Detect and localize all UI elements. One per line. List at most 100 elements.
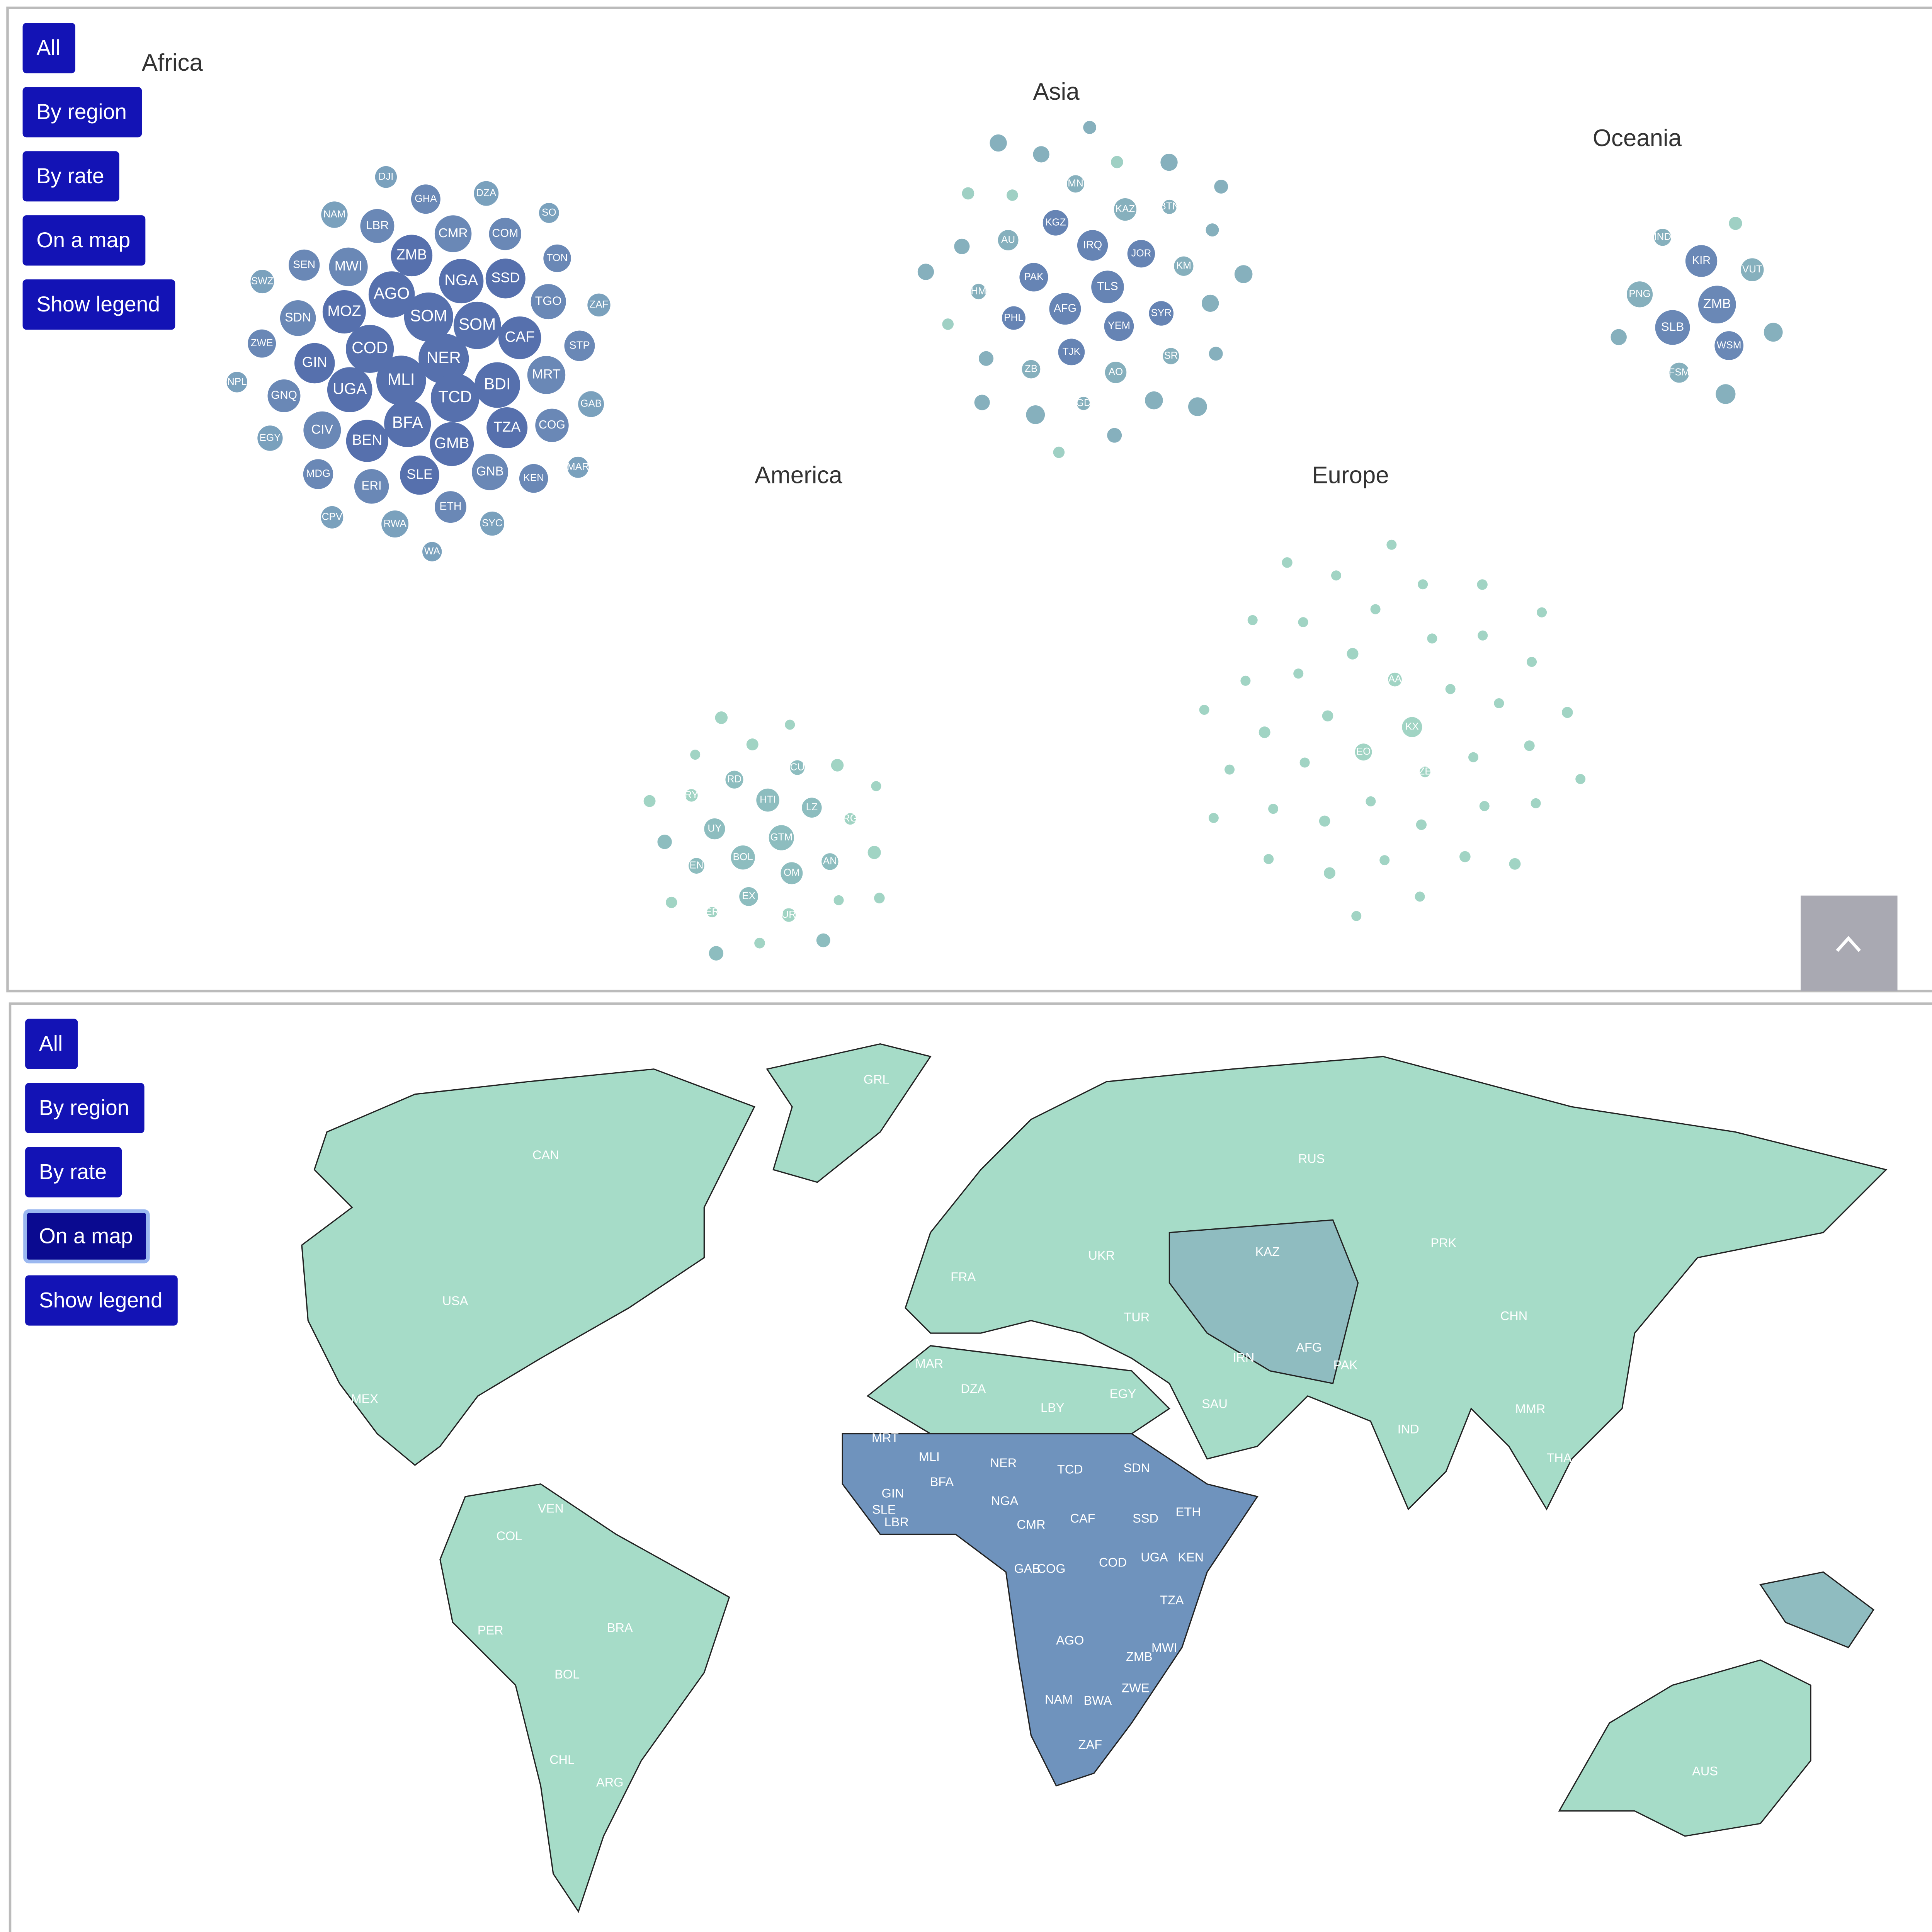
country-bubble <box>391 235 433 277</box>
chevron-icon <box>1836 936 1861 952</box>
country-bubble <box>643 795 656 807</box>
bubble-label: KEN <box>523 472 544 483</box>
country-bubble <box>1347 648 1359 660</box>
country-label: COL <box>497 1529 522 1543</box>
button-label[interactable]: By rate <box>36 164 104 188</box>
country-label: KAZ <box>1255 1245 1280 1259</box>
country-bubble <box>472 454 509 490</box>
bubble-label: CIV <box>311 422 333 437</box>
button[interactable] <box>25 1147 122 1197</box>
bubble-label: PAK <box>1024 270 1044 282</box>
country-bubble <box>754 937 765 949</box>
country-bubble <box>321 506 344 529</box>
bubble-label: AO <box>1109 366 1123 378</box>
country-bubble <box>294 343 335 384</box>
bubble-label: LBR <box>366 218 389 232</box>
button[interactable] <box>22 215 146 266</box>
country-bubble <box>1379 855 1390 866</box>
country-bubble <box>1214 179 1228 194</box>
button[interactable] <box>25 1019 78 1069</box>
country-bubble <box>1537 607 1547 617</box>
bubble-label: KX <box>1405 721 1419 732</box>
country-bubble <box>489 218 522 250</box>
country-bubble <box>248 329 276 358</box>
region-label: Asia <box>1033 78 1080 105</box>
bubble-label: SR <box>1164 349 1178 361</box>
country-bubble <box>439 259 484 304</box>
country-bubble <box>1319 815 1330 827</box>
bubble-label: SLE <box>406 466 432 482</box>
button[interactable] <box>25 1083 145 1133</box>
greenland <box>766 1043 932 1183</box>
bubble-label: YEM <box>1108 320 1130 331</box>
country-bubble <box>1527 656 1537 667</box>
bubble-label: SWZ <box>251 275 274 287</box>
region-label: Europe <box>1312 462 1389 488</box>
button[interactable] <box>25 1275 178 1326</box>
country-bubble <box>831 759 844 772</box>
country-label: PRK <box>1430 1236 1456 1250</box>
country-label: COG <box>1037 1562 1065 1576</box>
button-label[interactable]: By region <box>39 1096 129 1120</box>
country-label: VEN <box>538 1501 564 1515</box>
country-label: AUS <box>1692 1764 1718 1778</box>
bubble-label: FSM <box>1668 366 1690 378</box>
country-label: SSD <box>1133 1511 1158 1525</box>
bubble-label: HM <box>971 285 986 296</box>
button-label[interactable]: Show legend <box>39 1288 163 1312</box>
button[interactable] <box>23 1209 150 1264</box>
country-bubble <box>998 230 1019 250</box>
bubble-label: TJK <box>1063 345 1081 357</box>
button[interactable] <box>22 151 119 202</box>
button-label[interactable]: All <box>39 1032 63 1056</box>
country-bubble <box>962 187 975 200</box>
country-bubble <box>400 455 439 495</box>
country-bubble <box>666 896 677 908</box>
country-label: AFG <box>1296 1340 1322 1354</box>
button-label[interactable]: All <box>36 36 60 60</box>
bubble-label: NAM <box>323 208 345 219</box>
eurasia <box>905 1056 1888 1511</box>
country-bubble <box>321 201 348 228</box>
button-label[interactable]: Show legend <box>36 292 160 316</box>
bubble-label: TCD <box>438 388 472 406</box>
country-bubble <box>1611 329 1627 345</box>
bubble-label: EX <box>742 890 755 901</box>
scroll-top-button[interactable] <box>1801 895 1898 992</box>
country-bubble <box>1114 198 1137 221</box>
button[interactable] <box>22 87 142 138</box>
button[interactable] <box>22 279 175 330</box>
country-label: CAN <box>532 1148 559 1162</box>
country-bubble <box>1033 146 1049 163</box>
country-label: FRA <box>951 1270 976 1284</box>
country-bubble <box>288 249 320 281</box>
bubble-label: MLI <box>388 370 415 388</box>
country-label: MEX <box>351 1392 378 1406</box>
country-bubble <box>267 379 301 412</box>
country-bubble <box>1049 293 1081 325</box>
country-bubble <box>1416 819 1427 830</box>
button-label[interactable]: On a map <box>36 228 130 252</box>
region-label: Oceania <box>1593 125 1682 151</box>
country-bubble <box>486 407 528 449</box>
country-bubble <box>404 292 453 342</box>
country-label: GAB <box>1014 1562 1041 1576</box>
button-label[interactable]: By region <box>36 100 127 124</box>
country-bubble <box>1509 858 1521 870</box>
country-label: TZA <box>1160 1593 1184 1607</box>
country-bubble <box>1058 338 1085 366</box>
button-label[interactable]: By rate <box>39 1160 107 1184</box>
button-label[interactable]: On a map <box>39 1224 133 1248</box>
country-bubble <box>1002 306 1026 330</box>
button[interactable] <box>22 23 75 73</box>
country-bubble <box>1355 743 1372 761</box>
country-bubble <box>725 770 743 789</box>
country-bubble <box>971 284 986 299</box>
country-bubble <box>1234 265 1253 283</box>
country-bubble <box>250 270 274 294</box>
country-bubble <box>474 362 520 408</box>
country-bubble <box>1104 311 1134 341</box>
country-bubble <box>1022 360 1041 379</box>
country-bubble <box>1259 726 1270 738</box>
country-bubble <box>821 853 838 870</box>
